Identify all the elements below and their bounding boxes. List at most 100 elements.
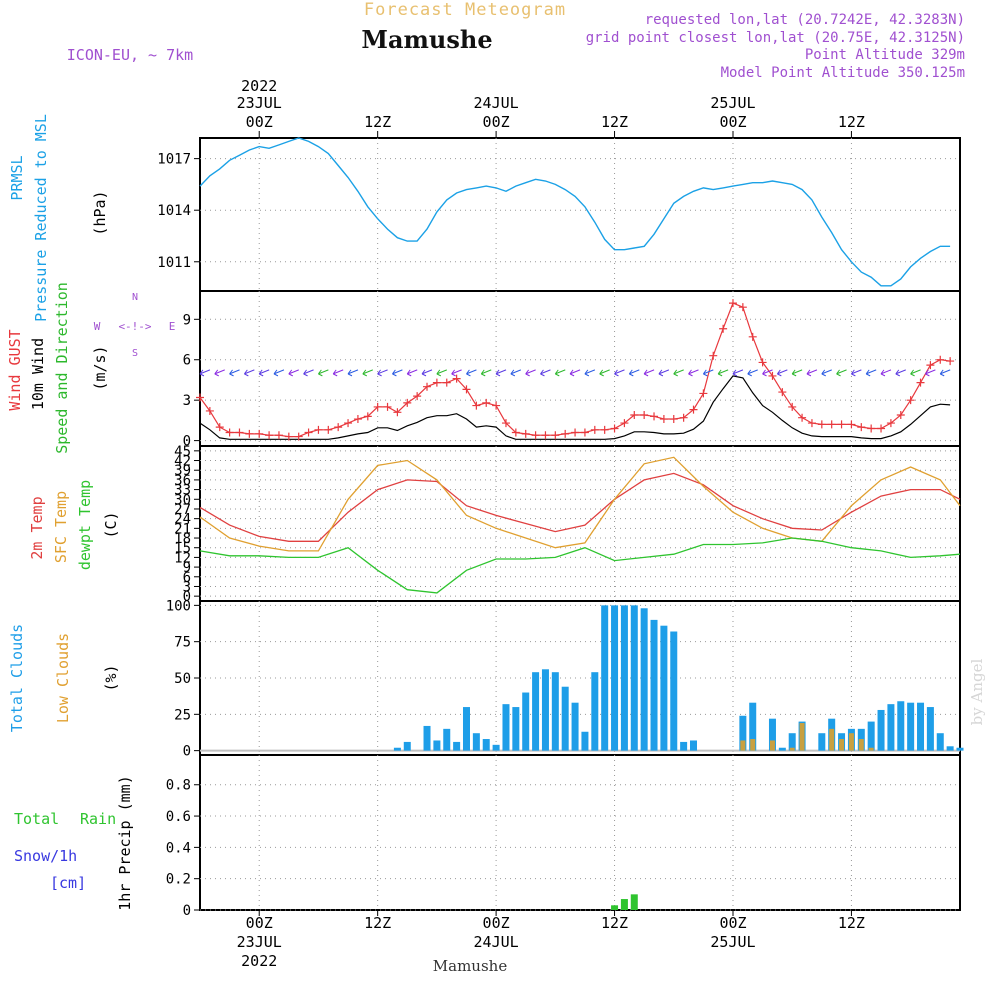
bottom-time-label-2-0: 00Z [483, 914, 510, 932]
gust-marker [738, 303, 747, 312]
wind-direction-arrow [643, 369, 655, 377]
rain-bar [630, 894, 638, 910]
total-clouds-bar [660, 625, 668, 751]
wind-direction-arrow [791, 369, 803, 377]
gust-marker [590, 425, 599, 434]
wind-direction-arrow [628, 369, 640, 377]
point-altitude: Point Altitude 329m [805, 47, 965, 63]
wind-ytick-label-3: 9 [183, 312, 191, 328]
wind-direction-arrow [732, 369, 744, 377]
precip-label-snow: Snow/1h [14, 847, 77, 865]
gust-marker [807, 419, 816, 428]
gust-marker [669, 415, 678, 424]
wind-direction-arrow [584, 369, 596, 377]
wind-label-direction: Speed and Direction [53, 282, 71, 454]
temp-label-dewpt: dewpt Temp [76, 480, 94, 570]
gust-marker [501, 419, 510, 428]
total-clouds-bar [522, 692, 530, 751]
gust-marker [235, 428, 244, 437]
gust-marker [225, 428, 234, 437]
gust-marker [334, 423, 343, 432]
temp-series-line-2 [199, 537, 961, 594]
wind-direction-arrow [836, 369, 847, 377]
gust-marker [778, 388, 787, 397]
precip-ytick-label-0: 0 [183, 903, 191, 919]
total-clouds-bar [462, 707, 470, 751]
wind-direction-arrow [895, 369, 906, 377]
gust-marker [452, 374, 461, 383]
gust-marker [857, 423, 866, 432]
total-clouds-bar [640, 608, 648, 751]
gust-marker [423, 382, 432, 391]
gust-marker [265, 431, 274, 440]
total-clouds-bar [433, 740, 441, 751]
compass-west: W [94, 320, 101, 333]
wind-direction-arrow [880, 369, 892, 377]
wind-direction-arrow [199, 369, 211, 377]
wind-speed-line [199, 375, 951, 440]
wind-panel: 0 3 6 9 Wind GUST 10m Wind Speed and Direction… [6, 282, 961, 454]
low-clouds-bar [858, 739, 864, 751]
temp-ytick-label-12: 36 [174, 473, 191, 489]
gust-marker [600, 425, 609, 434]
precip-label-cm: [cm] [50, 874, 86, 892]
gust-marker [521, 429, 530, 438]
top-time-label-5-0: 12Z [838, 113, 865, 131]
gridpoint-coords: grid point closest lon,lat (20.75E, 42.3… [586, 30, 965, 46]
temp-ytick-label-2: 6 [183, 570, 191, 586]
total-clouds-bar [591, 672, 599, 751]
pressure-series-line [199, 137, 951, 287]
top-time-label-0-1: 23JUL [237, 94, 282, 112]
total-clouds-bar [581, 731, 589, 751]
total-clouds-bar [423, 725, 431, 751]
gust-marker [462, 385, 471, 394]
gust-marker [640, 411, 649, 419]
wind-label-gust: Wind GUST [6, 329, 24, 410]
temp-ytick-label-1: 3 [183, 579, 191, 595]
product-title: Forecast Meteogram [364, 0, 566, 20]
gust-marker [886, 419, 895, 428]
top-time-label-2-0: 24JUL [474, 94, 519, 112]
gust-marker [324, 425, 333, 434]
precip-ytick-label-1: 0.2 [166, 872, 191, 888]
gust-marker [571, 428, 580, 437]
total-clouds-bar [551, 672, 559, 751]
gust-marker [847, 420, 856, 429]
total-clouds-bar [502, 704, 510, 751]
temp-ytick-label-5: 15 [174, 541, 191, 557]
wind-ytick-label-0: 0 [183, 434, 191, 450]
gust-marker [432, 378, 441, 387]
total-clouds-bar [393, 747, 401, 751]
wind-direction-arrow [451, 369, 462, 377]
low-clouds-bar [750, 739, 756, 751]
wind-direction-arrow [688, 369, 699, 377]
total-clouds-bar [788, 733, 796, 751]
wind-direction-arrow [214, 369, 225, 377]
wind-direction-arrow [599, 369, 610, 377]
temp-ytick-label-9: 27 [174, 502, 191, 518]
temp-unit: (C) [102, 511, 120, 538]
total-clouds-bar [690, 740, 698, 751]
gust-marker [284, 432, 293, 441]
temp-ytick-label-15: 45 [174, 444, 191, 460]
precip-ytick-label-2: 0.4 [166, 840, 191, 856]
total-clouds-bar [670, 631, 678, 751]
location-title: Mamushe [361, 25, 492, 54]
gust-marker [650, 412, 659, 421]
gust-marker [926, 361, 935, 370]
total-clouds-bar [453, 741, 461, 751]
gust-marker [403, 398, 412, 407]
temp-ytick-label-0: 0 [183, 589, 191, 605]
top-time-label-1-0: 12Z [364, 113, 391, 131]
wind-label-10m: 10m Wind [29, 338, 47, 410]
clouds-panel: 0 25 50 75 100 Total Clouds Low Clouds (%) [8, 598, 964, 760]
clouds-ytick-label-0: 0 [183, 744, 191, 760]
total-clouds-bar [630, 605, 638, 751]
temp-frame [199, 445, 961, 602]
pressure-unit: (hPa) [91, 190, 109, 235]
gust-marker [758, 358, 767, 367]
wind-direction-arrow [480, 369, 492, 377]
gust-marker [314, 425, 323, 434]
